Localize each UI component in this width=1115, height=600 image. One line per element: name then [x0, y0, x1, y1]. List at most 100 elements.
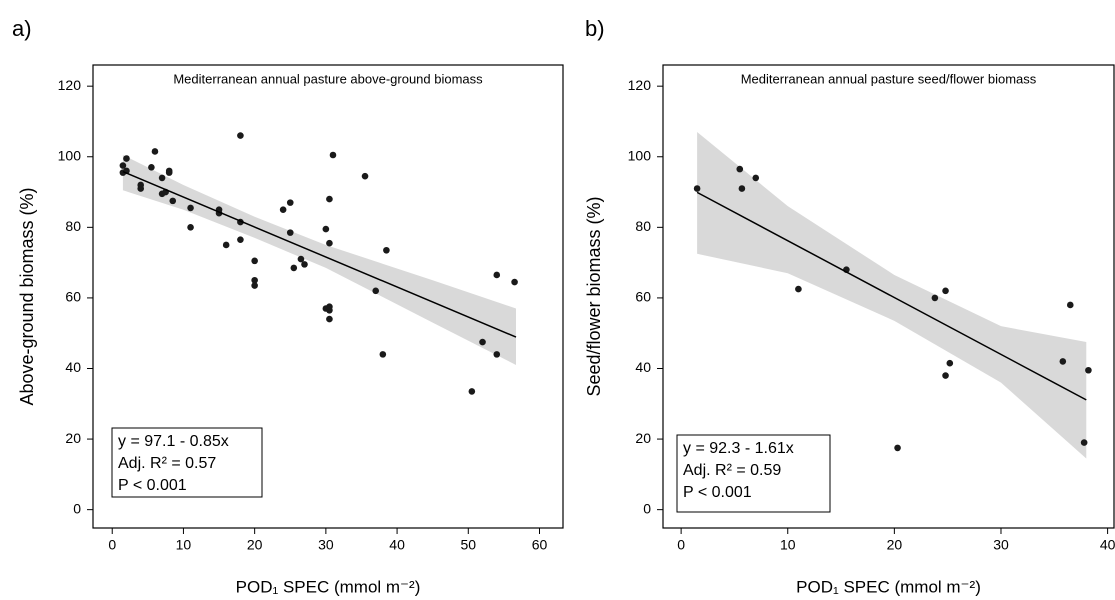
- data-point: [297, 255, 305, 263]
- data-point: [169, 197, 177, 205]
- annotation: y = 97.1 - 0.85x: [118, 433, 229, 450]
- data-point: [795, 285, 802, 293]
- y-tick-label: 0: [643, 500, 651, 516]
- data-point: [1066, 301, 1074, 309]
- annotation-box: [676, 434, 831, 513]
- data-point: [301, 261, 308, 268]
- x-tick-label: 30: [993, 537, 1009, 553]
- y-axis-label: Seed/flower biomass (%): [584, 196, 604, 396]
- x-axis-label: POD₁ SPEC (mmol m⁻²): [796, 577, 981, 596]
- x-tick-label: 0: [677, 537, 685, 553]
- data-point: [187, 204, 194, 212]
- regression-line: [122, 170, 517, 338]
- data-point: [693, 185, 701, 192]
- data-point: [251, 276, 258, 284]
- data-point: [942, 287, 949, 295]
- data-point: [165, 169, 173, 176]
- data-point: [752, 174, 760, 182]
- data-point: [493, 351, 501, 358]
- x-tick-label: 40: [389, 537, 405, 553]
- data-point: [894, 444, 901, 452]
- data-point: [1080, 439, 1088, 446]
- data-point: [736, 165, 744, 173]
- plot-frame: [92, 64, 564, 529]
- data-point: [379, 351, 387, 358]
- annotation-box: [111, 427, 263, 498]
- data-point: [326, 306, 333, 314]
- data-point: [237, 236, 244, 243]
- data-point: [383, 246, 390, 254]
- data-point: [279, 206, 287, 213]
- data-point: [942, 372, 949, 379]
- data-point: [326, 239, 333, 247]
- y-tick-label: 80: [65, 218, 81, 234]
- x-tick-label: 10: [780, 537, 796, 553]
- data-point: [123, 155, 130, 162]
- data-point: [372, 287, 380, 295]
- data-point: [151, 148, 159, 155]
- x-tick-label: 30: [318, 537, 334, 553]
- data-point: [493, 271, 501, 279]
- data-point: [237, 132, 244, 139]
- data-point: [222, 241, 230, 249]
- data-point: [187, 224, 194, 231]
- annotation: P < 0.001: [118, 477, 187, 494]
- y-tick-label: 40: [65, 359, 81, 375]
- data-point: [1085, 366, 1092, 374]
- annotation: Adj. R² = 0.57: [118, 455, 216, 472]
- y-tick-label: 80: [635, 218, 651, 234]
- data-point: [148, 164, 155, 171]
- x-tick-label: 60: [532, 537, 548, 553]
- x-tick-label: 0: [108, 537, 116, 553]
- y-tick-label: 100: [58, 147, 82, 163]
- plot-frame: [662, 64, 1115, 529]
- annotation: P < 0.001: [683, 484, 752, 501]
- plot-title: Mediterranean annual pasture above-groun…: [173, 71, 483, 86]
- data-point: [286, 199, 294, 206]
- data-point: [738, 185, 746, 192]
- confidence-band: [122, 154, 516, 365]
- data-point: [286, 229, 294, 236]
- x-tick-label: 10: [176, 537, 192, 553]
- data-point: [326, 315, 333, 323]
- data-point: [361, 172, 369, 180]
- y-tick-label: 20: [65, 430, 81, 446]
- x-tick-label: 20: [247, 537, 263, 553]
- y-tick-label: 0: [73, 500, 81, 516]
- data-point: [137, 185, 145, 192]
- data-point: [119, 162, 127, 169]
- plot-title: Mediterranean annual pasture seed/flower…: [741, 71, 1037, 86]
- y-tick-label: 60: [65, 289, 81, 305]
- data-point: [290, 264, 298, 272]
- y-tick-label: 20: [635, 430, 651, 446]
- data-point: [322, 225, 330, 233]
- data-point: [251, 282, 258, 289]
- x-axis-label: POD₁ SPEC (mmol m⁻²): [236, 577, 421, 596]
- data-point: [158, 174, 166, 182]
- data-point: [468, 388, 476, 395]
- regression-line: [696, 191, 1087, 401]
- y-tick-label: 120: [58, 77, 82, 93]
- x-tick-label: 40: [1100, 537, 1115, 553]
- data-point: [931, 294, 939, 302]
- y-tick-label: 40: [635, 359, 651, 375]
- y-tick-label: 100: [628, 147, 652, 163]
- data-point: [511, 278, 518, 286]
- data-point: [329, 151, 337, 159]
- data-point: [251, 257, 258, 265]
- y-tick-label: 60: [635, 289, 651, 305]
- annotation: y = 92.3 - 1.61x: [683, 440, 794, 457]
- data-point: [1059, 358, 1067, 365]
- data-point: [479, 338, 486, 346]
- y-axis-label: Above-ground biomass (%): [17, 187, 37, 405]
- data-point: [326, 195, 333, 203]
- panel-label: a): [12, 16, 32, 41]
- y-tick-label: 120: [628, 77, 652, 93]
- x-tick-label: 50: [460, 537, 476, 553]
- x-tick-label: 20: [887, 537, 903, 553]
- data-point: [946, 359, 954, 367]
- panel-label: b): [585, 16, 605, 41]
- confidence-band: [697, 132, 1087, 459]
- annotation: Adj. R² = 0.59: [683, 462, 781, 479]
